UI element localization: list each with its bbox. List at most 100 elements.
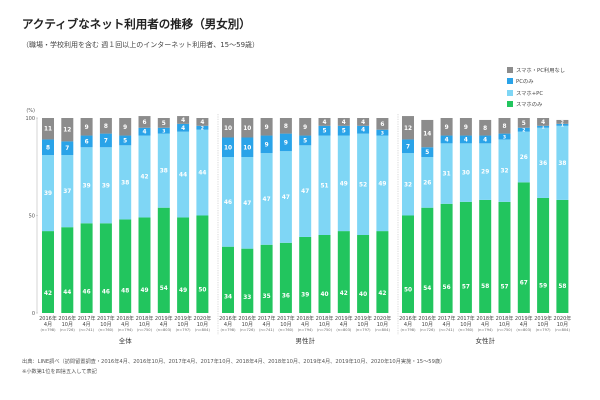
x-tick-n: (n=741) (259, 328, 275, 332)
data-label-both: 42 (140, 175, 148, 181)
data-label-both: 38 (160, 169, 168, 175)
data-label-pc-only: 3 (503, 134, 506, 140)
data-label-pc-only: 9 (265, 142, 269, 148)
x-tick-year: 2016年 (399, 315, 417, 322)
data-label-smartphone-only: 42 (44, 291, 52, 297)
bar-segment-both (260, 153, 273, 245)
bar-segment-both (318, 135, 331, 235)
data-label-no-use: 2 (561, 120, 564, 126)
data-label-smartphone-only: 36 (282, 294, 290, 300)
data-label-pc-only: 5 (303, 138, 307, 144)
data-label-both: 51 (320, 183, 328, 189)
x-tick-year: 2019年 (155, 315, 173, 322)
bar-segment-both (479, 143, 492, 200)
x-tick-month: 10月 (319, 322, 330, 328)
legend-swatch-both (507, 89, 513, 96)
x-tick-year: 2016年 (39, 315, 57, 322)
bar-segment-both (157, 133, 170, 208)
x-tick-n: (n=794) (118, 328, 134, 332)
bar-segment-smartphone-only (498, 201, 511, 313)
bar-segment-smartphone-only (119, 219, 132, 313)
data-label-no-use: 10 (243, 126, 251, 132)
x-tick-year: 2016年 (58, 315, 76, 322)
data-label-smartphone-only: 54 (423, 286, 431, 292)
data-label-smartphone-only: 35 (263, 294, 271, 300)
data-label-both: 49 (340, 181, 348, 187)
bar-segment-smartphone-only (279, 242, 292, 313)
bar-segment-smartphone-only (157, 207, 170, 313)
x-tick-n: (n=803) (156, 328, 172, 332)
x-tick-month: 10月 (100, 322, 111, 328)
data-label-pc-only: 4 (181, 126, 185, 132)
data-label-smartphone-only: 48 (121, 288, 129, 294)
x-tick-n: (n=794) (478, 328, 494, 332)
bar-segment-pc-only (260, 135, 273, 154)
bar-segment-smartphone-only (421, 207, 434, 313)
x-tick-month: 4月 (301, 322, 309, 328)
bar-segment-no-use (459, 118, 472, 136)
data-label-smartphone-only: 42 (340, 291, 348, 297)
data-label-no-use: 8 (284, 124, 288, 130)
bar-segment-both (421, 157, 434, 208)
data-label-no-use: 11 (44, 127, 52, 133)
legend-swatch-no-use (507, 66, 513, 73)
x-tick-n: (n=798) (41, 328, 57, 332)
data-label-no-use: 8 (483, 126, 487, 132)
bar-segment-both (241, 157, 254, 249)
bar-segment-pc-only (556, 123, 569, 126)
legend-item-both: スマホ+PC (507, 87, 565, 99)
data-label-smartphone-only: 59 (539, 284, 547, 290)
x-tick-n: (n=794) (298, 328, 314, 332)
data-label-no-use: 4 (541, 120, 545, 126)
x-tick-year: 2020年 (194, 315, 212, 322)
data-label-smartphone-only: 67 (520, 280, 528, 286)
bar-segment-both (61, 155, 74, 228)
y-tick-label: 100 (25, 116, 35, 122)
data-label-pc-only: 10 (224, 145, 232, 151)
bar-segment-no-use (61, 118, 74, 142)
bar-segment-both (196, 129, 209, 216)
bar-segment-both (299, 145, 312, 237)
data-label-no-use: 9 (123, 125, 127, 131)
x-tick-month: 4月 (340, 322, 348, 328)
bar-segment-both (222, 157, 234, 247)
x-tick-year: 2020年 (374, 315, 392, 322)
x-tick-month: 10月 (422, 322, 433, 328)
data-label-pc-only: 10 (243, 145, 251, 151)
bar-segment-no-use (42, 118, 54, 140)
bar-segment-no-use (119, 118, 132, 136)
x-tick-year: 2017年 (277, 315, 295, 322)
legend-label-no-use: スマホ・PC利用なし (516, 67, 566, 74)
data-label-no-use: 5 (522, 121, 526, 127)
x-tick-month: 10月 (377, 322, 388, 328)
bar-segment-no-use (402, 116, 414, 140)
bar-segment-pc-only (337, 125, 350, 136)
data-label-both: 44 (179, 173, 187, 179)
data-label-smartphone-only: 46 (83, 289, 91, 295)
bar-segment-no-use (177, 116, 190, 124)
bar-segment-no-use (222, 118, 234, 138)
x-tick-year: 2016年 (219, 315, 237, 322)
x-tick-month: 10月 (537, 322, 548, 328)
x-tick-n: (n=760) (458, 328, 474, 332)
x-tick-year: 2019年 (534, 315, 552, 322)
y-tick-label: 0 (32, 311, 35, 317)
x-tick-year: 2016年 (238, 315, 256, 322)
x-tick-month: 4月 (443, 322, 451, 328)
data-label-smartphone-only: 39 (301, 292, 309, 298)
bar-segment-no-use (440, 118, 453, 136)
data-label-both: 39 (102, 183, 110, 189)
data-label-both: 26 (520, 155, 528, 161)
data-label-smartphone-only: 46 (102, 289, 110, 295)
bar-segment-smartphone-only (517, 182, 530, 313)
bar-segment-smartphone-only (196, 215, 209, 313)
data-label-both: 46 (224, 200, 232, 206)
data-label-both: 38 (121, 180, 129, 186)
x-tick-month: 4月 (44, 322, 52, 328)
bar-segment-smartphone-only (138, 217, 151, 313)
bar-segment-pc-only (479, 135, 492, 144)
legend-label-pc-only: PCのみ (516, 79, 534, 86)
x-tick-n: (n=760) (98, 328, 114, 332)
bar-segment-pc-only (177, 123, 190, 132)
